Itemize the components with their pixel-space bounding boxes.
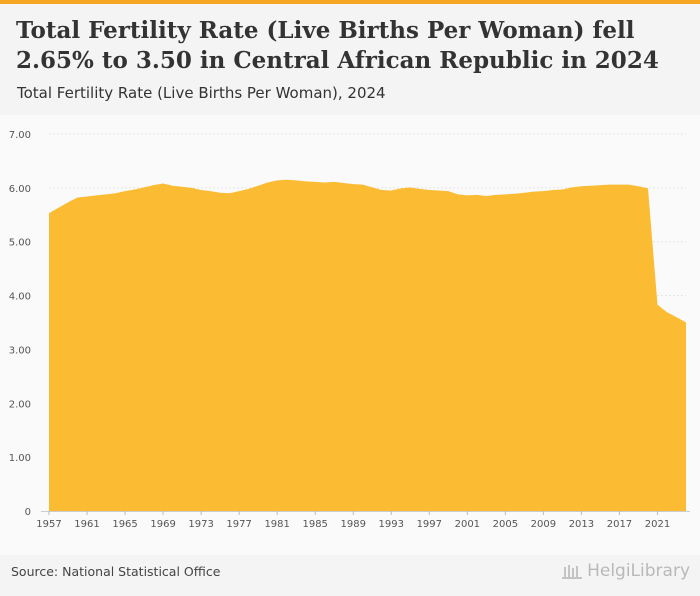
x-tick-label: 2013 <box>569 519 594 530</box>
chart-footer: Source: National Statistical Office Helg… <box>0 555 700 596</box>
x-tick-label: 1977 <box>226 519 251 530</box>
y-tick-label: 6.00 <box>9 184 31 195</box>
top-accent-bar <box>0 0 700 4</box>
x-tick-label: 1981 <box>264 519 289 530</box>
x-tick-label: 2001 <box>455 519 480 530</box>
x-tick-label: 1965 <box>112 519 137 530</box>
chart-header: Total Fertility Rate (Live Births Per Wo… <box>0 4 700 115</box>
y-tick-label: 7.00 <box>9 130 31 141</box>
chart-subtitle: Total Fertility Rate (Live Births Per Wo… <box>17 84 386 102</box>
x-tick-label: 1961 <box>74 519 99 530</box>
x-tick-label: 1993 <box>379 519 404 530</box>
x-tick-label: 1957 <box>36 519 61 530</box>
y-tick-label: 1.00 <box>9 453 31 464</box>
x-tick-label: 1989 <box>341 519 366 530</box>
brand-logo: HelgiLibrary <box>561 561 690 581</box>
x-tick-label: 1969 <box>150 519 175 530</box>
brand-name: HelgiLibrary <box>587 561 690 581</box>
x-tick-label: 1973 <box>188 519 213 530</box>
y-tick-label: 0 <box>25 507 31 518</box>
x-tick-label: 2017 <box>607 519 632 530</box>
x-tick-label: 1985 <box>302 519 327 530</box>
x-tick-label: 2005 <box>493 519 518 530</box>
x-tick-label: 2009 <box>531 519 556 530</box>
y-tick-label: 4.00 <box>9 292 31 303</box>
chart-title: Total Fertility Rate (Live Births Per Wo… <box>16 17 659 74</box>
x-tick-label: 1997 <box>417 519 442 530</box>
source-note: Source: National Statistical Office <box>11 564 221 579</box>
y-tick-label: 5.00 <box>9 238 31 249</box>
x-tick-label: 2021 <box>645 519 670 530</box>
y-tick-label: 2.00 <box>9 399 31 410</box>
series-area <box>49 179 686 511</box>
library-icon <box>562 565 583 579</box>
y-tick-label: 3.00 <box>9 345 31 356</box>
area-chart: 0 1.00 2.00 3.00 4.00 5.00 6.00 7.00 1957 1961 196… <box>9 130 690 530</box>
